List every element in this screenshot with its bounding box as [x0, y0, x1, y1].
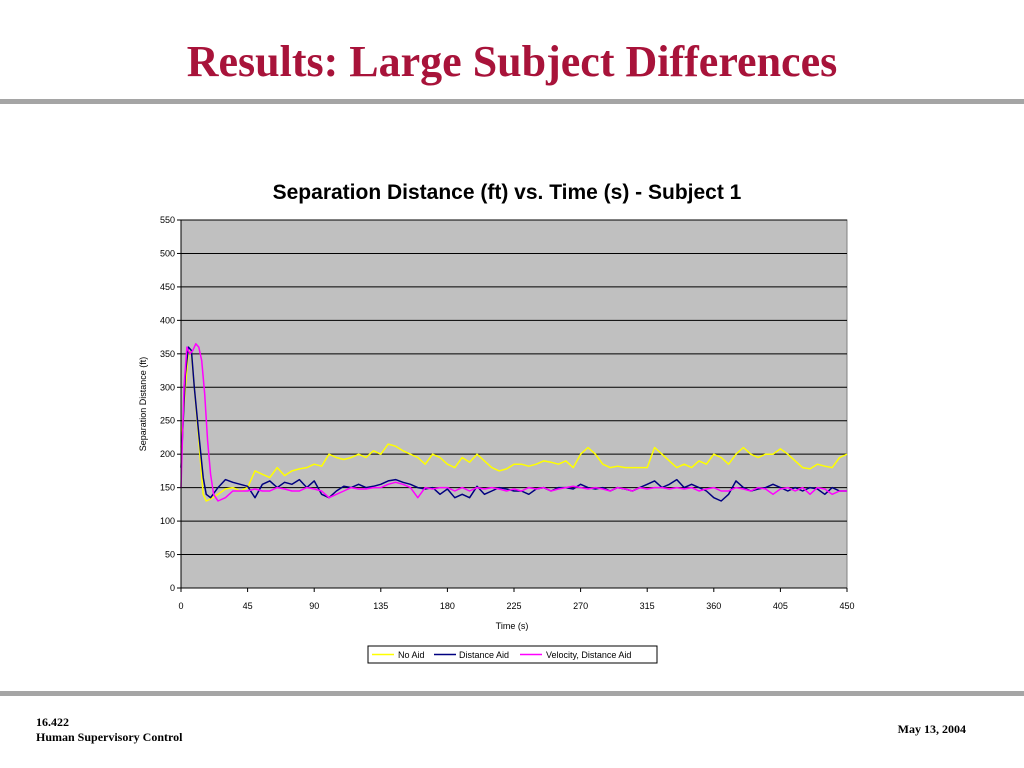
x-tick-label-0: 0: [178, 601, 183, 611]
footer-course-number: 16.422: [36, 715, 69, 729]
y-tick-label-300: 300: [160, 382, 175, 392]
x-tick-label-315: 315: [640, 601, 655, 611]
line-chart: Separation Distance (ft) vs. Time (s) - …: [138, 181, 855, 664]
slide-title: Results: Large Subject Differences: [186, 37, 838, 86]
y-tick-label-250: 250: [160, 416, 175, 426]
x-tick-label-180: 180: [440, 601, 455, 611]
footer-date: May 13, 2004: [897, 722, 966, 736]
grid-lines: [181, 219, 847, 556]
legend-label-distance-aid: Distance Aid: [459, 650, 509, 660]
footer-course-name: Human Supervisory Control: [36, 730, 183, 744]
footer-course-info: 16.422 Human Supervisory Control: [36, 715, 182, 745]
x-axis-ticks: 0 45 90 135 180 225 270 315 360 405 450: [178, 588, 855, 611]
y-tick-label-100: 100: [160, 516, 175, 526]
y-tick-label-200: 200: [160, 449, 175, 459]
x-tick-label-45: 45: [243, 601, 253, 611]
series-lines: [180, 343, 848, 502]
footer-divider: [0, 691, 1024, 696]
x-tick-label-270: 270: [573, 601, 588, 611]
x-tick-label-450: 450: [839, 601, 854, 611]
y-tick-label-400: 400: [160, 315, 175, 325]
y-axis-ticks: 0 50 100 150 200 250 300 350 400 450 500 550: [160, 215, 181, 593]
x-axis-label: Time (s): [496, 621, 529, 631]
x-tick-label-90: 90: [309, 601, 319, 611]
x-tick-label-405: 405: [773, 601, 788, 611]
plot-area: [180, 219, 848, 589]
y-tick-label-550: 550: [160, 215, 175, 225]
y-tick-label-150: 150: [160, 483, 175, 493]
y-tick-label-350: 350: [160, 349, 175, 359]
x-tick-label-135: 135: [373, 601, 388, 611]
legend-box: [367, 645, 658, 664]
legend-label-no-aid: No Aid: [398, 650, 425, 660]
y-tick-label-450: 450: [160, 282, 175, 292]
y-tick-label-50: 50: [165, 550, 175, 560]
y-tick-label-500: 500: [160, 248, 175, 258]
legend: No Aid Distance Aid Velocity, Distance A…: [367, 645, 658, 664]
chart-title: Separation Distance (ft) vs. Time (s) - …: [273, 181, 742, 204]
x-tick-label-360: 360: [706, 601, 721, 611]
title-divider: [0, 99, 1024, 104]
series-line-velocity-distance-aid: [180, 343, 847, 502]
y-tick-label-0: 0: [170, 583, 175, 593]
x-tick-label-225: 225: [506, 601, 521, 611]
series-line-no-aid: [180, 349, 848, 502]
legend-label-velocity-distance-aid: Velocity, Distance Aid: [546, 650, 631, 660]
y-axis-label: Separation Distance (ft): [138, 357, 148, 452]
